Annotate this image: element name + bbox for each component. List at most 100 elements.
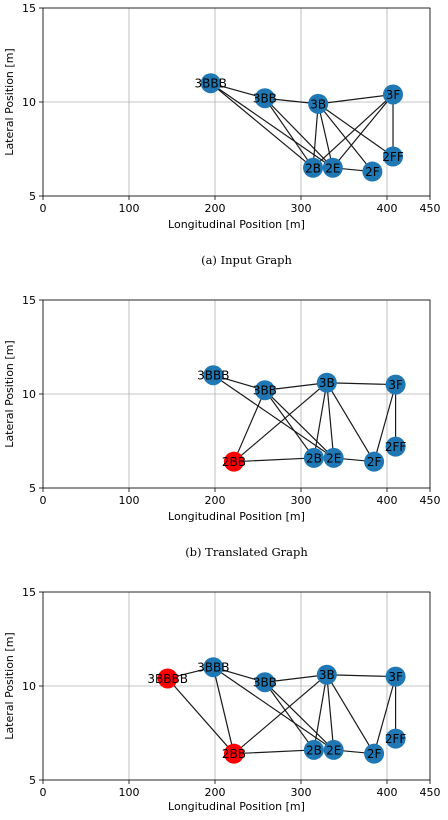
node-label: 2F: [367, 747, 382, 761]
node-label: 2B: [305, 161, 321, 175]
x-tick-label: 100: [119, 494, 140, 507]
node-label: 2E: [326, 451, 341, 465]
y-axis-label: Lateral Position [m]: [3, 340, 16, 447]
edge-group: [167, 666, 397, 755]
node-label: 2FF: [385, 732, 407, 746]
graph-node: [383, 146, 404, 167]
node-label: 2BB: [222, 747, 246, 761]
x-tick-label: 400: [377, 494, 398, 507]
graph-edge: [233, 674, 328, 755]
x-tick-label: 450: [420, 202, 441, 215]
graph-edge: [326, 674, 375, 754]
graph-node: [303, 157, 324, 178]
x-tick-label: 100: [119, 202, 140, 215]
graph-node: [223, 743, 244, 764]
graph-edge: [264, 389, 315, 459]
node-label: 3BB: [253, 676, 277, 690]
graph-edge: [233, 749, 314, 755]
chart-panel-3: 0 100 200 300 400 450 5 10 15 Longitudinal Positi…: [3, 586, 441, 813]
y-tick-label: 5: [29, 190, 36, 203]
x-tick-label: 200: [205, 786, 226, 799]
node-label: 2E: [326, 743, 341, 757]
graph-edge: [264, 389, 335, 459]
node-label: 3BBB: [197, 369, 229, 383]
axes-frame: [42, 591, 431, 781]
y-tick-label: 15: [22, 294, 36, 307]
x-axis-label: Longitudinal Position [m]: [168, 218, 305, 231]
y-tick-label: 15: [22, 2, 36, 15]
node-label: 3BBBB: [147, 672, 188, 686]
graph-node: [364, 451, 385, 472]
graph-node: [254, 672, 275, 693]
graph-edge: [212, 667, 235, 754]
node-label: 2FF: [382, 150, 404, 164]
node-label: 3B: [310, 97, 326, 111]
graph-node: [303, 739, 324, 760]
graph-edge: [313, 382, 328, 459]
graph-edge: [264, 681, 315, 751]
x-tick-label: 450: [420, 494, 441, 507]
graph-edge: [233, 390, 266, 462]
node-label: 3B: [319, 376, 335, 390]
graph-node: [322, 157, 343, 178]
graph-edge: [326, 382, 396, 386]
graph-node: [203, 365, 224, 386]
node-label: 2E: [325, 161, 340, 175]
edge-group: [212, 374, 397, 463]
chart-panel-1: 0 100 200 300 400 450 5 10 15 Longitudinal Positi…: [3, 2, 441, 267]
graph-edge: [264, 97, 314, 169]
graph-node: [385, 436, 406, 457]
y-tick-label: 10: [22, 96, 36, 109]
graph-edge: [264, 681, 335, 751]
axes-frame: [42, 7, 431, 197]
graph-edge: [373, 384, 397, 462]
graph-edge: [312, 103, 319, 168]
graph-node: [385, 374, 406, 395]
x-axis-label: Longitudinal Position [m]: [168, 510, 305, 523]
x-tick-label: 0: [40, 202, 47, 215]
graph-node: [316, 372, 337, 393]
graph-node: [323, 739, 344, 760]
x-axis-label: Longitudinal Position [m]: [168, 800, 305, 813]
y-tick-label: 5: [29, 774, 36, 787]
graph-edge: [332, 94, 394, 169]
graph-edge: [326, 674, 396, 678]
y-axis-label: Lateral Position [m]: [3, 48, 16, 155]
graph-edge: [326, 382, 375, 462]
graph-node: [254, 88, 275, 109]
edge-group: [210, 82, 394, 173]
node-label: 2FF: [385, 440, 407, 454]
x-tick-label: 400: [377, 786, 398, 799]
graph-edge: [312, 94, 394, 169]
node-label: 2F: [367, 455, 382, 469]
chart-panel-2: 0 100 200 300 400 450 5 10 15 Longitudinal Positi…: [3, 294, 441, 559]
x-tick-label: 450: [420, 786, 441, 799]
node-label: 2B: [306, 451, 322, 465]
figure-caption: (a) Input Graph: [201, 253, 292, 267]
node-label: 3BB: [253, 384, 277, 398]
graph-node: [303, 447, 324, 468]
x-tick-label: 300: [291, 202, 312, 215]
y-tick-label: 10: [22, 388, 36, 401]
graph-edge: [264, 674, 327, 683]
node-label: 3BBB: [195, 77, 227, 91]
node-label: 3BBB: [197, 661, 229, 675]
x-tick-label: 100: [119, 786, 140, 799]
graph-node: [362, 161, 383, 182]
x-tick-label: 0: [40, 494, 47, 507]
graph-edge: [326, 674, 335, 750]
graph-edge: [210, 82, 334, 169]
graph-edge: [212, 374, 335, 459]
graph-edge: [317, 103, 394, 158]
graph-node: [323, 447, 344, 468]
node-label: 3F: [388, 670, 403, 684]
figure-caption: (b) Translated Graph: [185, 545, 308, 559]
node-label: 3BB: [253, 92, 277, 106]
node-label: 3F: [388, 378, 403, 392]
graph-node: [223, 451, 244, 472]
graph-edge: [318, 93, 394, 105]
